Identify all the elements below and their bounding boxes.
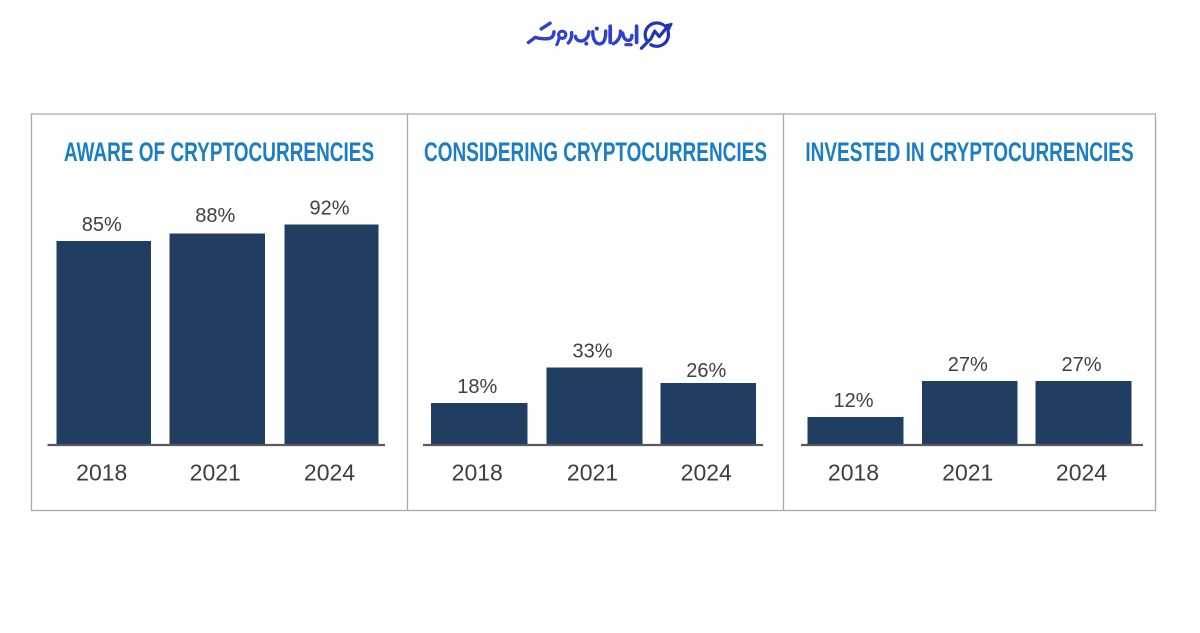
svg-text:88%: 88%: [195, 205, 235, 227]
svg-text:2021: 2021: [942, 460, 993, 486]
svg-text:33%: 33%: [572, 341, 612, 363]
svg-text:18%: 18%: [457, 376, 497, 398]
svg-text:92%: 92%: [309, 198, 349, 220]
svg-text:26%: 26%: [686, 360, 726, 382]
svg-text:2024: 2024: [304, 460, 355, 486]
svg-text:2024: 2024: [681, 460, 732, 486]
svg-text:85%: 85%: [82, 214, 122, 236]
svg-text:INVESTED IN CRYPTOCURRENCIES: INVESTED IN CRYPTOCURRENCIES: [805, 137, 1133, 167]
svg-text:AWARE OF CRYPTOCURRENCIES: AWARE OF CRYPTOCURRENCIES: [64, 137, 374, 167]
svg-text:2018: 2018: [828, 460, 879, 486]
svg-text:27%: 27%: [948, 354, 988, 376]
svg-text:2021: 2021: [567, 460, 618, 486]
svg-text:2018: 2018: [452, 460, 503, 486]
svg-text:2018: 2018: [76, 460, 127, 486]
svg-text:2024: 2024: [1056, 460, 1107, 486]
svg-text:2021: 2021: [190, 460, 241, 486]
svg-text:12%: 12%: [833, 390, 873, 412]
svg-text:CONSIDERING CRYPTOCURRENCIES: CONSIDERING CRYPTOCURRENCIES: [424, 137, 767, 167]
svg-text:27%: 27%: [1061, 354, 1101, 376]
